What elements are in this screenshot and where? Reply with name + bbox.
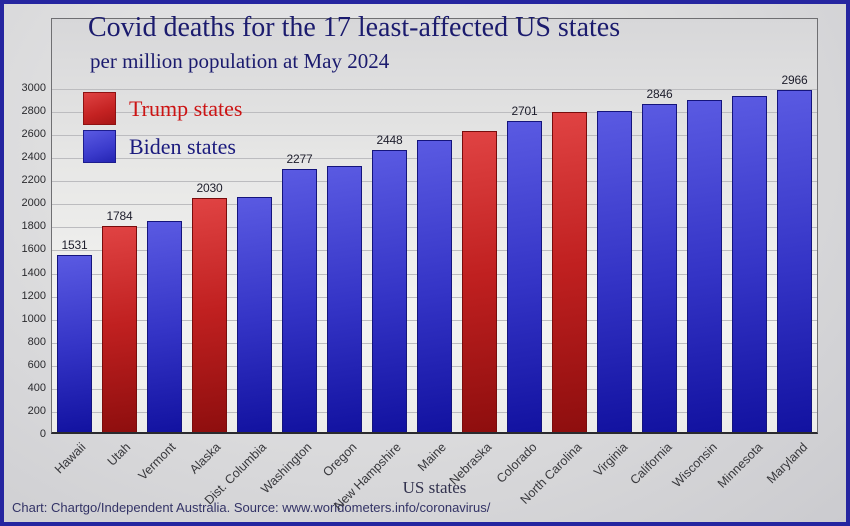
bar-value-hawaii: 1531 bbox=[61, 238, 88, 253]
y-tick-label-800: 800 bbox=[27, 335, 46, 348]
bar-minnesota[interactable] bbox=[731, 95, 768, 432]
bar-value-alaska: 2030 bbox=[196, 180, 223, 195]
bar-slot-maine bbox=[412, 19, 457, 432]
biden-color-swatch bbox=[83, 130, 116, 163]
bar-new-hampshire[interactable] bbox=[371, 149, 408, 432]
x-tick-label-hawaii: Hawaii bbox=[52, 440, 89, 477]
y-tick-label-2600: 2600 bbox=[21, 128, 46, 141]
chart-subtitle: per million population at May 2024 bbox=[90, 49, 390, 73]
x-tick-label-maine: Maine bbox=[415, 440, 450, 474]
y-tick-label-200: 200 bbox=[27, 404, 46, 417]
bar-dist-columbia[interactable] bbox=[236, 196, 273, 432]
bar-wisconsin[interactable] bbox=[686, 100, 723, 432]
gridline-3000 bbox=[52, 89, 817, 90]
y-tick-label-1200: 1200 bbox=[21, 289, 46, 302]
source-caption: Chart: Chartgo/Independent Australia. So… bbox=[12, 500, 491, 515]
bar-slot-vermont bbox=[142, 19, 187, 432]
bar-slot-oregon bbox=[322, 19, 367, 432]
bar-slot-virginia bbox=[592, 19, 637, 432]
legend: Trump states Biden states bbox=[83, 92, 242, 168]
x-tick-label-utah: Utah bbox=[104, 440, 134, 469]
y-tick-label-2400: 2400 bbox=[21, 151, 46, 164]
y-tick-label-1600: 1600 bbox=[21, 243, 46, 256]
legend-label-biden: Biden states bbox=[129, 133, 236, 159]
bar-alaska[interactable] bbox=[191, 197, 228, 432]
y-tick-label-3000: 3000 bbox=[21, 82, 46, 94]
y-tick-label-2000: 2000 bbox=[21, 197, 46, 210]
bar-slot-washington: 2277 bbox=[277, 19, 322, 432]
bar-slot-hawaii: 1531 bbox=[52, 19, 97, 432]
bar-slot-minnesota bbox=[727, 19, 772, 432]
x-tick-label-alaska: Alaska bbox=[187, 440, 224, 477]
bar-california[interactable] bbox=[641, 103, 678, 432]
legend-item-biden: Biden states bbox=[83, 130, 242, 163]
bar-slot-wisconsin bbox=[682, 19, 727, 432]
legend-label-trump: Trump states bbox=[129, 95, 243, 121]
bar-value-california: 2846 bbox=[646, 86, 673, 101]
bar-north-carolina[interactable] bbox=[551, 112, 588, 432]
y-tick-label-2800: 2800 bbox=[21, 105, 46, 118]
bar-slot-nebraska bbox=[457, 19, 502, 432]
bar-slot-maryland: 2966 bbox=[772, 19, 817, 432]
bar-nebraska[interactable] bbox=[461, 130, 498, 432]
bar-oregon[interactable] bbox=[326, 165, 363, 432]
bar-value-colorado: 2701 bbox=[511, 103, 538, 118]
bar-value-maryland: 2966 bbox=[781, 72, 808, 87]
y-tick-label-1800: 1800 bbox=[21, 220, 46, 233]
bar-slot-alaska: 2030 bbox=[187, 19, 232, 432]
bar-slot-utah: 1784 bbox=[97, 19, 142, 432]
y-tick-label-400: 400 bbox=[27, 381, 46, 394]
bar-slot-california: 2846 bbox=[637, 19, 682, 432]
y-tick-label-1400: 1400 bbox=[21, 266, 46, 279]
trump-color-swatch bbox=[83, 92, 116, 125]
plot-area: 1531 1784 2030 2277 2448 2701 2846 2966 bbox=[51, 18, 818, 434]
bars-row: 1531 1784 2030 2277 2448 2701 2846 2966 bbox=[52, 19, 817, 432]
y-tick-label-2200: 2200 bbox=[21, 174, 46, 187]
bar-virginia[interactable] bbox=[596, 111, 633, 432]
gridline-2800 bbox=[52, 112, 817, 114]
bar-colorado[interactable] bbox=[506, 120, 543, 432]
bar-vermont[interactable] bbox=[146, 221, 183, 432]
bar-maine[interactable] bbox=[416, 140, 453, 432]
x-tick-label-vermont: Vermont bbox=[135, 440, 179, 483]
y-tick-label-1000: 1000 bbox=[21, 312, 46, 325]
y-tick-label-600: 600 bbox=[27, 358, 46, 371]
bar-slot-colorado: 2701 bbox=[502, 19, 547, 432]
bar-washington[interactable] bbox=[281, 169, 318, 432]
x-tick-label-virginia: Virginia bbox=[590, 440, 630, 480]
chart-title: Covid deaths for the 17 least-affected U… bbox=[88, 12, 621, 43]
bar-maryland[interactable] bbox=[776, 89, 813, 432]
y-tick-label-0: 0 bbox=[39, 428, 46, 440]
gridline-2600 bbox=[52, 135, 817, 137]
bar-utah[interactable] bbox=[101, 226, 138, 432]
legend-item-trump: Trump states bbox=[83, 92, 242, 125]
bar-value-utah: 1784 bbox=[106, 209, 133, 224]
bar-slot-new-hampshire: 2448 bbox=[367, 19, 412, 432]
bar-hawaii[interactable] bbox=[56, 255, 93, 432]
x-axis-title: US states bbox=[402, 478, 467, 497]
x-tick-label-oregon: Oregon bbox=[319, 440, 360, 480]
bar-slot-dist-columbia bbox=[232, 19, 277, 432]
bar-slot-north-carolina bbox=[547, 19, 592, 432]
bar-value-new-hampshire: 2448 bbox=[376, 132, 403, 147]
bar-value-washington: 2277 bbox=[286, 152, 313, 167]
